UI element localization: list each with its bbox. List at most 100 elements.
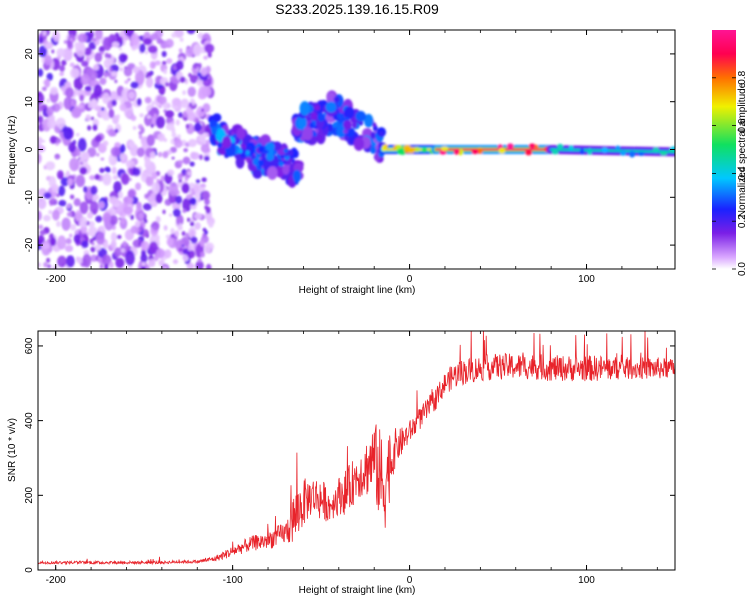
- heatmap-blob: [61, 217, 71, 231]
- heatmap-blob: [192, 64, 198, 70]
- heatmap-blob: [88, 226, 98, 237]
- heatmap-blob: [316, 135, 323, 143]
- heatmap-blob: [149, 61, 157, 70]
- snr-series-line: [38, 331, 675, 566]
- heatmap-blob: [185, 123, 190, 129]
- x-tick-label: 100: [578, 274, 595, 285]
- heatmap-blob: [185, 48, 194, 58]
- heatmap-blob: [71, 107, 82, 119]
- heatmap-blob: [140, 240, 150, 251]
- heatmap-blob: [73, 198, 81, 207]
- heatmap-blob: [151, 100, 155, 106]
- heatmap-blob: [73, 88, 79, 96]
- heatmap-blob: [91, 99, 98, 108]
- heatmap-blob: [38, 68, 44, 77]
- heatmap-blob: [63, 40, 68, 44]
- heatmap-blob: [83, 186, 88, 193]
- heatmap-blob: [91, 241, 95, 246]
- heatmap-blob: [181, 182, 190, 194]
- heatmap-blob: [56, 220, 61, 228]
- heatmap-blob: [55, 117, 66, 129]
- heatmap-blob: [198, 135, 206, 143]
- heatmap-blob: [164, 82, 170, 87]
- heatmap-blob: [109, 261, 114, 269]
- heatmap-blob: [615, 145, 621, 151]
- heatmap-blob: [52, 209, 60, 221]
- heatmap-blob: [325, 101, 337, 113]
- heatmap-blob: [79, 201, 89, 215]
- heatmap-blob: [134, 220, 141, 228]
- heatmap-blob: [68, 141, 76, 153]
- heatmap-blob: [140, 253, 148, 263]
- heatmap-blob: [123, 66, 133, 77]
- heatmap-blob: [208, 220, 214, 228]
- snr-xlabel: Height of straight line (km): [299, 585, 416, 596]
- heatmap-blob: [116, 36, 123, 43]
- heatmap-blob: [188, 72, 192, 78]
- heatmap-blob: [260, 152, 266, 158]
- heatmap-blob: [108, 108, 115, 119]
- heatmap-blob: [86, 211, 94, 219]
- heatmap-blob: [201, 177, 207, 183]
- heatmap-blob: [123, 196, 129, 203]
- heatmap-blob: [155, 234, 160, 241]
- heatmap-blob: [196, 106, 206, 118]
- heatmap-blob: [120, 248, 126, 253]
- heatmap-blob: [163, 225, 168, 231]
- heatmap-blob: [314, 104, 321, 111]
- heatmap-blob: [124, 30, 135, 37]
- heatmap-blob: [217, 142, 223, 148]
- heatmap-blob: [660, 150, 668, 156]
- heatmap-blob: [413, 146, 420, 152]
- heatmap-blob: [38, 92, 45, 105]
- heatmap-blob: [144, 219, 148, 224]
- heatmap-blob: [127, 77, 131, 82]
- heatmap-blob: [69, 157, 80, 172]
- heatmap-blob: [166, 58, 173, 64]
- heatmap-blob: [81, 60, 89, 67]
- heatmap-blob: [279, 161, 284, 167]
- heatmap-blob: [120, 144, 126, 153]
- heatmap-blob: [141, 261, 146, 267]
- heatmap-blob: [144, 157, 151, 167]
- heatmap-blob: [110, 232, 118, 242]
- heatmap-blob: [162, 151, 169, 159]
- heatmap-blob: [551, 150, 559, 155]
- heatmap-blob: [145, 175, 154, 187]
- heatmap-blob: [187, 111, 196, 122]
- heatmap-blob: [51, 49, 55, 54]
- heatmap-blob: [111, 166, 117, 175]
- heatmap-blob: [166, 44, 170, 49]
- heatmap-blob: [265, 152, 275, 162]
- heatmap-blob: [245, 150, 250, 156]
- heatmap-blob: [103, 241, 109, 249]
- heatmap-blob: [104, 52, 109, 59]
- heatmap-blob: [371, 141, 377, 147]
- heatmap-blob: [99, 77, 107, 85]
- heatmap-blob: [163, 68, 168, 75]
- heatmap-blob: [102, 212, 112, 224]
- heatmap-blob: [63, 127, 73, 140]
- heatmap-blob: [222, 135, 232, 149]
- y-tick-label: 200: [24, 487, 35, 504]
- heatmap-blob: [75, 148, 81, 157]
- heatmap-blob: [265, 142, 275, 152]
- heatmap-blob: [155, 192, 163, 204]
- heatmap-blob: [124, 80, 129, 84]
- heatmap-blob: [185, 232, 189, 238]
- heatmap-blob: [94, 52, 103, 63]
- heatmap-blob: [164, 110, 175, 118]
- heatmap-blob: [200, 67, 208, 77]
- heatmap-blob: [343, 129, 348, 134]
- spectrogram-ylabel: Frequency (Hz): [7, 116, 18, 185]
- heatmap-blob: [176, 60, 184, 71]
- heatmap-blob: [172, 259, 179, 265]
- heatmap-blob: [165, 234, 171, 239]
- heatmap-blob: [407, 149, 415, 154]
- heatmap-blob: [48, 209, 53, 215]
- heatmap-blob: [145, 264, 150, 269]
- heatmap-blob: [186, 262, 195, 269]
- heatmap-blob: [187, 86, 196, 97]
- heatmap-blob: [160, 175, 166, 182]
